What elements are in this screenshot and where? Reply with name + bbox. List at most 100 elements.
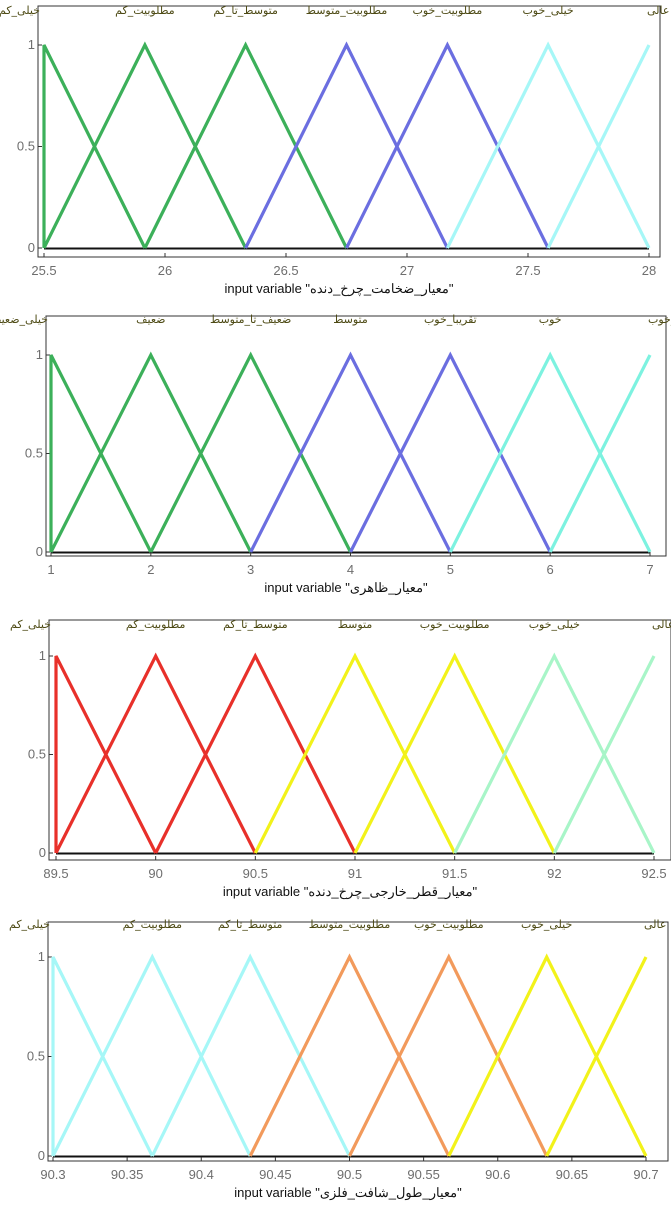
membership-label-1: خیلی_ضعیف [0, 313, 48, 326]
membership-line-4 [253, 652, 457, 854]
x-tick-label: 5 [447, 562, 454, 577]
x-tick-label: 90.4 [189, 1167, 214, 1182]
y-tick-label: 0.5 [27, 1049, 45, 1064]
membership-label-7: عالی [647, 4, 669, 17]
x-tick-label: 1 [47, 562, 54, 577]
membership-line-3 [150, 953, 351, 1157]
y-tick-label: 0 [38, 1148, 45, 1163]
x-axis-title: input variable "معیار_قطر_خارجی_چرخ_دنده… [223, 884, 478, 900]
membership-line-7 [552, 655, 656, 854]
membership-line-5 [348, 953, 549, 1157]
x-tick-label: 90.65 [556, 1167, 589, 1182]
membership-label-3: متوسط_تا_کم [218, 918, 283, 931]
membership-line-3 [154, 652, 357, 854]
membership-line-4 [248, 953, 451, 1157]
membership-label-6: خیلی_خوب [522, 4, 573, 17]
membership-line-3 [143, 41, 348, 249]
membership-label-3: متوسط_تا_کم [213, 4, 278, 17]
x-tick-label: 90 [148, 866, 162, 881]
membership-line-5 [353, 652, 556, 854]
membership-line-5 [349, 351, 552, 553]
y-tick-label: 1 [38, 949, 45, 964]
membership-label-4: متوسط [333, 313, 368, 326]
x-tick-label: 90.6 [485, 1167, 510, 1182]
x-tick-label: 27 [400, 263, 414, 278]
axes-frame [47, 921, 669, 1162]
x-tick-label: 28 [642, 263, 656, 278]
membership-label-7: عالی [652, 618, 671, 631]
x-tick-label: 91.5 [442, 866, 467, 881]
membership-line-1 [51, 956, 154, 1157]
x-axis-title: input variable "معیار_طول_شافت_فلزی" [234, 1185, 462, 1201]
x-tick-label: 90.35 [111, 1167, 144, 1182]
membership-label-5: مطلوبیت_خوب [420, 618, 490, 631]
membership-label-5: مطلوبیت_خوب [414, 918, 484, 931]
membership-label-4: متوسط [338, 618, 373, 631]
membership-label-2: مطلوبیت_کم [115, 4, 175, 17]
y-tick-label: 0 [28, 240, 35, 255]
membership-line-3 [149, 351, 352, 553]
membership-line-7 [548, 354, 652, 553]
x-tick-label: 90.7 [633, 1167, 658, 1182]
x-tick-label: 90.45 [259, 1167, 292, 1182]
x-tick-label: 3 [247, 562, 254, 577]
membership-label-5: تقریبا_خوب [424, 313, 477, 326]
membership-line-2 [54, 652, 257, 854]
x-tick-label: 91 [348, 866, 362, 881]
membership-label-2: ضعیف [136, 313, 165, 326]
y-tick-label: 1 [39, 648, 46, 663]
membership-line-1 [54, 655, 158, 854]
chart-panel-1: 0 0.5 1 25.5 26 26.5 27 27.5 28 خیلی_کم مطلوبیت_کم… [0, 4, 669, 297]
y-tick-label: 0 [36, 544, 43, 559]
membership-line-6 [445, 41, 651, 249]
membership-label-2: مطلوبیت_کم [126, 618, 186, 631]
x-tick-label: 92 [547, 866, 561, 881]
membership-line-1 [49, 354, 153, 553]
x-axis-title: input variable "معیار_ضخامت_چرخ_دنده" [224, 281, 453, 297]
membership-label-6: خیلی_خوب [521, 918, 572, 931]
x-tick-label: 7 [646, 562, 653, 577]
y-tick-label: 1 [36, 347, 43, 362]
x-tick-label: 26.5 [273, 263, 298, 278]
membership-line-4 [244, 41, 449, 249]
chart-panel-3: 0 0.5 1 89.5 90 90.5 91 91.5 92 92.5 خیلی_کم مطلوبی… [10, 618, 671, 900]
membership-label-6: خیلی_خوب [529, 618, 580, 631]
chart-panel-4: 0 0.5 1 90.3 90.35 90.4 90.45 90.5 90.55 90.6 90.6… [9, 918, 669, 1201]
y-tick-label: 1 [28, 37, 35, 52]
y-tick-label: 0.5 [28, 747, 46, 762]
x-tick-label: 4 [347, 562, 354, 577]
y-tick-label: 0 [39, 845, 46, 860]
membership-label-1: خیلی_کم [0, 4, 40, 17]
x-tick-label: 2 [147, 562, 154, 577]
membership-line-6 [453, 652, 656, 854]
membership-label-7: خیلی_خوب [648, 313, 671, 326]
x-tick-label: 92.5 [641, 866, 666, 881]
membership-line-5 [345, 41, 550, 249]
x-tick-label: 6 [547, 562, 554, 577]
membership-line-1 [42, 44, 147, 249]
x-tick-label: 27.5 [515, 263, 540, 278]
membership-label-1: خیلی_کم [9, 918, 50, 931]
membership-line-2 [49, 351, 253, 553]
x-tick-label: 90.5 [243, 866, 268, 881]
x-tick-label: 25.5 [31, 263, 56, 278]
membership-line-2 [51, 953, 252, 1157]
membership-label-3: ضعیف_تا_متوسط [210, 313, 291, 326]
membership-line-6 [447, 953, 648, 1157]
membership-label-1: خیلی_کم [10, 618, 51, 631]
membership-line-6 [448, 351, 652, 553]
membership-label-4: مطلوبیت_متوسط [306, 4, 388, 17]
y-tick-label: 0.5 [25, 446, 43, 461]
membership-label-3: متوسط_تا_کم [223, 618, 288, 631]
membership-label-7: عالی [644, 918, 666, 931]
membership-label-5: مطلوبیت_خوب [413, 4, 483, 17]
membership-label-2: مطلوبیت_کم [123, 918, 183, 931]
chart-panel-2: 0 0.5 1 1 2 3 4 5 6 7 خیلی_ضعیف ضعیف ضعیف_تا_متوسط مت… [0, 313, 671, 596]
x-tick-label: 90.55 [407, 1167, 440, 1182]
membership-label-4: مطلوبیت_متوسط [309, 918, 391, 931]
x-tick-label: 90.3 [40, 1167, 65, 1182]
axes-frame [48, 619, 671, 861]
membership-line-2 [42, 41, 248, 249]
x-tick-label: 90.5 [337, 1167, 362, 1182]
